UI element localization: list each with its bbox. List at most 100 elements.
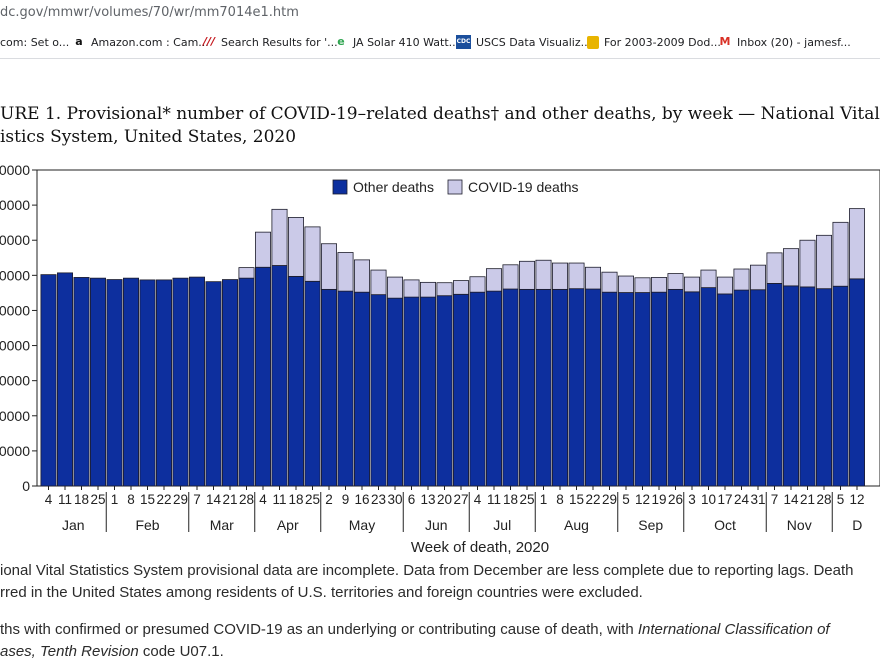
bar-covid-deaths bbox=[667, 273, 684, 290]
footnote-text: ths with confirmed or presumed COVID-19 … bbox=[0, 621, 638, 638]
bar-covid-deaths bbox=[832, 221, 849, 287]
bar-other-deaths bbox=[386, 297, 403, 487]
bar-other-deaths bbox=[73, 277, 90, 487]
figure-title-line-2: istics System, United States, 2020 bbox=[0, 127, 297, 147]
bar-other-deaths bbox=[320, 288, 337, 487]
bar-covid-deaths bbox=[304, 226, 321, 282]
bar-other-deaths bbox=[585, 288, 602, 487]
address-bar[interactable]: dc.gov/mmwr/volumes/70/wr/mm7014e1.htm bbox=[0, 0, 880, 27]
x-tick-label: 31 bbox=[750, 492, 765, 507]
x-tick-label: 30 bbox=[387, 492, 402, 507]
x-tick-label: 15 bbox=[140, 492, 155, 507]
bar-other-deaths bbox=[568, 288, 585, 487]
bar-other-deaths bbox=[57, 272, 74, 487]
bar-other-deaths bbox=[106, 279, 123, 487]
x-tick-label: 27 bbox=[453, 492, 468, 507]
gmail-icon: M bbox=[719, 35, 731, 48]
bar-covid-deaths bbox=[783, 248, 800, 287]
bar-other-deaths bbox=[832, 285, 849, 487]
bar-other-deaths bbox=[634, 292, 651, 487]
bar-covid-deaths bbox=[419, 281, 436, 298]
x-tick-label: 7 bbox=[193, 492, 201, 507]
bookmark-item[interactable]: e JA Solar 410 Watt... bbox=[334, 34, 459, 50]
bar-other-deaths bbox=[40, 274, 57, 487]
footnote-italic: ases, Tenth Revision bbox=[0, 643, 139, 660]
bookmarks-bar: com: Set o... a Amazon.com : Cam... /// … bbox=[0, 26, 880, 59]
bar-other-deaths bbox=[799, 286, 816, 487]
bar-covid-deaths bbox=[403, 279, 420, 298]
month-label: Jun bbox=[425, 517, 448, 533]
x-tick-label: 21 bbox=[800, 492, 815, 507]
x-tick-label: 2 bbox=[325, 492, 333, 507]
bar-other-deaths bbox=[419, 296, 436, 487]
x-tick-label: 11 bbox=[272, 492, 286, 507]
bar-covid-deaths bbox=[585, 266, 602, 290]
bar-other-deaths bbox=[519, 288, 536, 487]
x-tick-label: 26 bbox=[668, 492, 683, 507]
bar-other-deaths bbox=[337, 290, 354, 487]
bar-covid-deaths bbox=[766, 252, 783, 284]
bar-other-deaths bbox=[221, 279, 238, 487]
x-tick-label: 11 bbox=[487, 492, 501, 507]
bar-other-deaths bbox=[370, 294, 387, 487]
bar-covid-deaths bbox=[519, 260, 536, 290]
edge-icon: e bbox=[337, 35, 345, 48]
bar-covid-deaths bbox=[601, 271, 618, 293]
bar-other-deaths bbox=[485, 290, 502, 487]
footnote-italic: International Classification of bbox=[637, 621, 830, 638]
bookmark-item[interactable]: com: Set o... bbox=[0, 34, 69, 50]
legend-label-other-deaths: Other deaths bbox=[353, 179, 434, 195]
footnote-line: ional Vital Statistics System provisiona… bbox=[0, 562, 854, 579]
bar-covid-deaths bbox=[386, 276, 403, 299]
y-tick-label: 0 bbox=[22, 478, 30, 494]
bar-other-deaths bbox=[452, 293, 469, 487]
x-tick-label: 25 bbox=[90, 492, 105, 507]
x-tick-label: 4 bbox=[259, 492, 267, 507]
bar-other-deaths bbox=[816, 288, 833, 487]
bookmark-item[interactable]: /// Search Results for '... bbox=[202, 34, 338, 50]
bar-other-deaths bbox=[750, 289, 767, 487]
bar-other-deaths bbox=[139, 279, 156, 487]
y-tick-label: 0000 bbox=[0, 338, 30, 354]
bar-covid-deaths bbox=[287, 217, 304, 277]
x-tick-label: 15 bbox=[569, 492, 584, 507]
bar-covid-deaths bbox=[485, 268, 502, 292]
bar-covid-deaths bbox=[849, 208, 866, 280]
x-tick-label: 22 bbox=[585, 492, 600, 507]
y-tick-label: 0000 bbox=[0, 302, 30, 318]
bookmark-item[interactable]: a Amazon.com : Cam... bbox=[72, 34, 209, 50]
x-tick-label: 7 bbox=[771, 492, 779, 507]
bar-other-deaths bbox=[469, 291, 486, 487]
bar-other-deaths bbox=[733, 289, 750, 487]
bar-other-deaths bbox=[172, 277, 189, 487]
bar-other-deaths bbox=[353, 291, 370, 487]
month-label: Aug bbox=[564, 517, 589, 533]
x-tick-label: 16 bbox=[354, 492, 369, 507]
month-label: Oct bbox=[714, 517, 736, 533]
bar-other-deaths bbox=[651, 291, 668, 487]
bookmark-label: JA Solar 410 Watt... bbox=[353, 35, 460, 49]
x-tick-label: 19 bbox=[651, 492, 666, 507]
x-tick-label: 21 bbox=[222, 492, 237, 507]
bar-other-deaths bbox=[552, 288, 569, 487]
month-label: Nov bbox=[787, 517, 812, 533]
bookmark-item[interactable]: For 2003-2009 Dod... bbox=[587, 34, 721, 50]
bar-covid-deaths bbox=[535, 259, 552, 290]
x-tick-label: 5 bbox=[837, 492, 845, 507]
url-text[interactable]: dc.gov/mmwr/volumes/70/wr/mm7014e1.htm bbox=[0, 5, 299, 20]
y-tick-label: 0000 bbox=[0, 162, 30, 178]
bookmark-item[interactable]: M Inbox (20) - jamesf... bbox=[718, 34, 851, 50]
x-tick-label: 14 bbox=[206, 492, 222, 507]
x-tick-label: 28 bbox=[239, 492, 254, 507]
x-tick-label: 6 bbox=[408, 492, 416, 507]
x-tick-label: 29 bbox=[173, 492, 188, 507]
bookmark-item[interactable]: CDC USCS Data Visualiz... bbox=[456, 34, 591, 50]
x-tick-label: 8 bbox=[556, 492, 564, 507]
month-label: May bbox=[349, 517, 375, 533]
legend-label-covid-deaths: COVID-19 deaths bbox=[468, 179, 579, 195]
footnote-line: rred in the United States among resident… bbox=[0, 584, 643, 601]
bar-other-deaths bbox=[849, 278, 866, 487]
bar-other-deaths bbox=[601, 291, 618, 487]
bookmark-label: Amazon.com : Cam... bbox=[91, 35, 209, 49]
bar-other-deaths bbox=[436, 295, 453, 487]
